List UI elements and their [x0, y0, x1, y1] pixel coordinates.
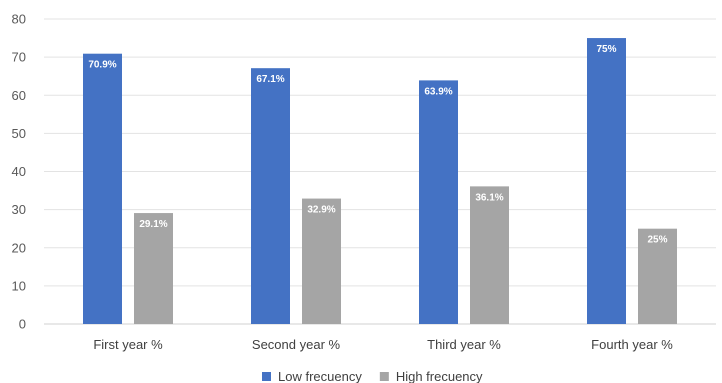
- x-category-label: First year %: [93, 337, 163, 352]
- data-label: 25%: [647, 235, 667, 246]
- y-tick-label: 10: [12, 278, 26, 293]
- legend-swatch-high: [379, 372, 389, 381]
- y-axis-tick-labels: 0 10 20 30 40 50 60 70 80: [12, 12, 26, 332]
- data-label: 70.9%: [88, 60, 116, 71]
- y-tick-label: 0: [19, 317, 26, 332]
- y-tick-label: 20: [12, 240, 26, 255]
- legend: Low frecuency High frecuency: [262, 369, 483, 383]
- bar-high-1: [134, 213, 173, 324]
- y-tick-label: 30: [12, 202, 26, 217]
- bars: [83, 38, 677, 325]
- y-tick-label: 80: [12, 12, 26, 27]
- y-tick-label: 70: [12, 50, 26, 65]
- legend-label-low: Low frecuency: [278, 369, 362, 383]
- data-labels: 70.9% 29.1% 67.1% 32.9% 63.9% 36.1% 75% 25%: [88, 44, 667, 246]
- bar-high-3: [470, 186, 509, 324]
- y-tick-label: 50: [12, 126, 26, 141]
- data-label: 29.1%: [139, 219, 167, 230]
- bar-high-4: [638, 228, 677, 324]
- bar-low-1: [83, 53, 122, 324]
- bar-low-2: [251, 68, 290, 325]
- legend-label-high: High frecuency: [396, 369, 483, 383]
- x-category-label: Fourth year %: [591, 337, 673, 352]
- data-label: 36.1%: [475, 192, 503, 203]
- x-category-label: Second year %: [252, 337, 341, 352]
- data-label: 32.9%: [307, 205, 335, 216]
- x-category-label: Third year %: [427, 337, 501, 352]
- bar-low-3: [419, 80, 458, 324]
- data-label: 63.9%: [424, 86, 452, 97]
- y-tick-label: 60: [12, 88, 26, 103]
- bar-high-2: [302, 198, 341, 324]
- data-label: 67.1%: [256, 74, 284, 85]
- y-tick-label: 40: [12, 164, 26, 179]
- bar-low-4: [587, 38, 626, 324]
- x-axis-category-labels: First year % Second year % Third year % Fou…: [93, 337, 673, 352]
- data-label: 75%: [596, 44, 616, 55]
- legend-swatch-low: [262, 372, 271, 381]
